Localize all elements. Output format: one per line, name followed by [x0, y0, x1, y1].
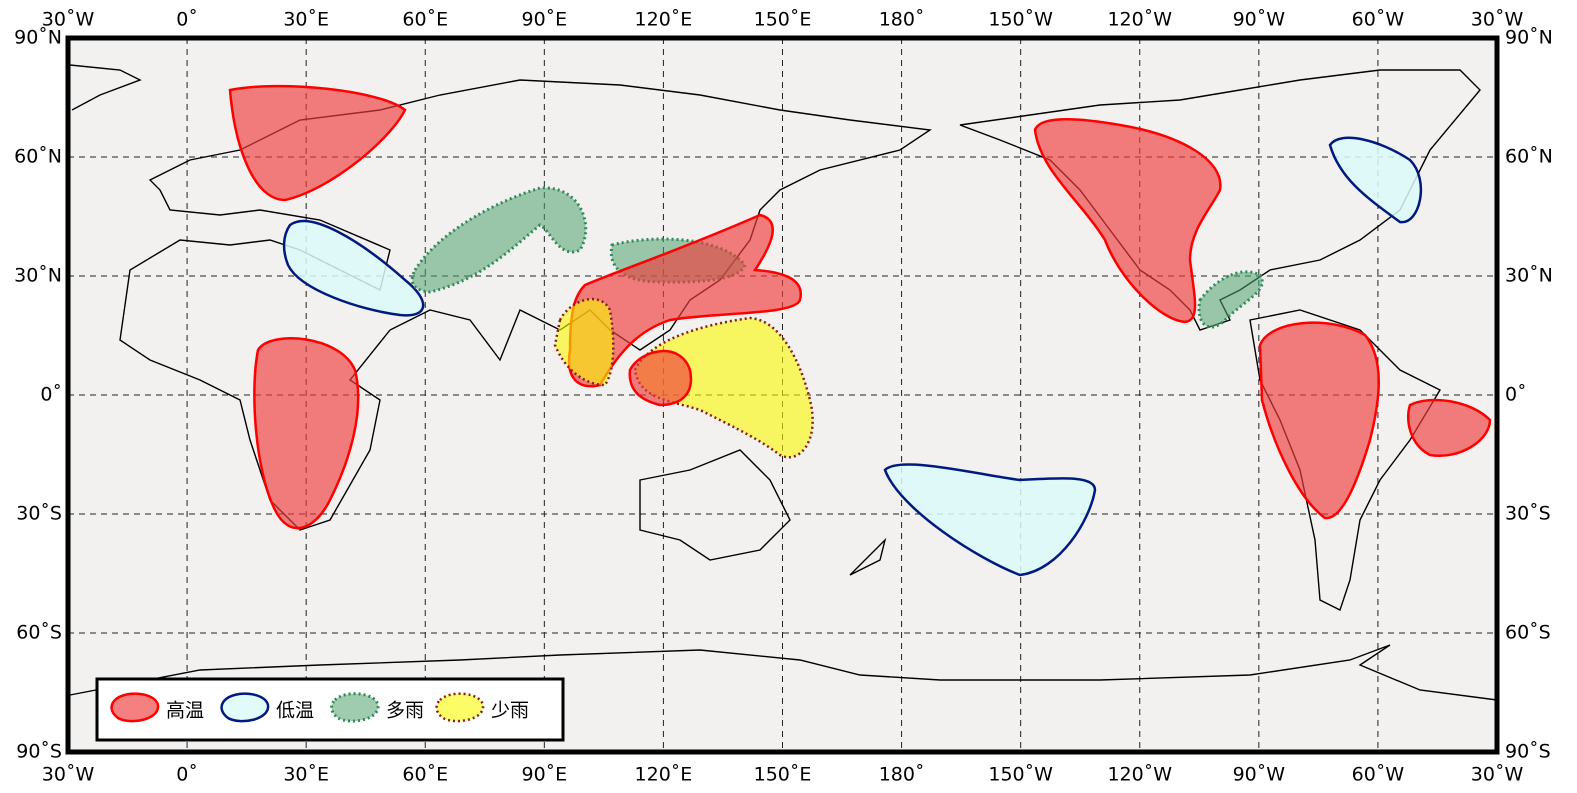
lat-label: 0˚: [40, 384, 62, 406]
lon-label: 120˚W: [1107, 9, 1172, 31]
legend-label: 少雨: [491, 700, 529, 722]
lon-label: 30˚W: [42, 764, 95, 786]
warm-area: [228, 84, 407, 202]
lat-label: 60˚S: [16, 622, 62, 644]
anomaly-areas: [228, 84, 1492, 577]
lon-label: 90˚W: [1233, 764, 1286, 786]
legend-label: 高温: [166, 700, 204, 722]
warm-area: [1258, 321, 1380, 520]
lon-label: 30˚W: [1471, 9, 1524, 31]
lat-label: 60˚N: [14, 146, 62, 168]
lon-label: 150˚W: [988, 764, 1053, 786]
lat-label: 30˚S: [16, 503, 62, 525]
lon-label: 150˚E: [754, 9, 812, 31]
legend-swatch: [435, 692, 485, 723]
lat-label: 90˚N: [1505, 27, 1553, 49]
legend-label: 低温: [276, 700, 314, 722]
lon-label: 60˚E: [402, 9, 448, 31]
warm-area: [628, 350, 693, 407]
lat-label: 30˚N: [1505, 265, 1553, 287]
lon-label: 0˚: [176, 764, 198, 786]
wet-area: [410, 186, 588, 294]
lat-label: 30˚S: [1505, 503, 1551, 525]
lat-label: 90˚S: [16, 741, 62, 763]
lon-label: 30˚E: [283, 9, 329, 31]
lon-label: 150˚E: [754, 764, 812, 786]
warm-area: [253, 337, 360, 530]
lat-label: 0˚: [1505, 384, 1527, 406]
dry-area: [633, 316, 814, 459]
lon-label: 150˚W: [988, 9, 1053, 31]
cold-area: [282, 219, 425, 317]
legend-swatch: [220, 692, 270, 723]
lon-label: 60˚W: [1352, 9, 1405, 31]
coastline: [69, 644, 1498, 701]
warm-area: [1033, 118, 1222, 324]
axis-labels: 30˚W 30˚W 0˚ 0˚ 30˚E 30˚E 60˚E 60˚E 90˚E 90˚E 120˚…: [14, 9, 1553, 786]
lon-label: 120˚E: [635, 9, 693, 31]
legend-label: 多雨: [386, 700, 424, 722]
lat-label: 90˚N: [14, 27, 62, 49]
legend-swatch: [330, 692, 380, 723]
dry-area: [553, 298, 615, 387]
lon-label: 60˚E: [402, 764, 448, 786]
lon-label: 120˚E: [635, 764, 693, 786]
lon-label: 90˚W: [1233, 9, 1286, 31]
lon-label: 30˚W: [1471, 764, 1524, 786]
coastline: [639, 449, 887, 576]
lon-label: 120˚W: [1107, 764, 1172, 786]
lon-label: 0˚: [176, 9, 198, 31]
wet-area: [1197, 270, 1264, 329]
lon-label: 180˚: [879, 9, 925, 31]
cold-area: [1328, 136, 1423, 224]
legend-box: [95, 677, 565, 742]
lon-label: 60˚W: [1352, 764, 1405, 786]
lat-label: 30˚N: [14, 265, 62, 287]
lon-label: 180˚: [879, 764, 925, 786]
lat-label: 60˚N: [1505, 146, 1553, 168]
lat-label: 90˚S: [1505, 741, 1551, 763]
map-frame: [65, 35, 1500, 755]
legend: 高温 低温 多雨 少雨: [95, 677, 565, 742]
warm-area: [1406, 398, 1492, 458]
lon-label: 90˚E: [521, 9, 567, 31]
lon-label: 30˚E: [283, 764, 329, 786]
lon-label: 90˚E: [521, 764, 567, 786]
lat-label: 60˚S: [1505, 622, 1551, 644]
cold-area: [883, 463, 1097, 577]
legend-swatch: [110, 692, 160, 723]
lon-label: 30˚W: [42, 9, 95, 31]
